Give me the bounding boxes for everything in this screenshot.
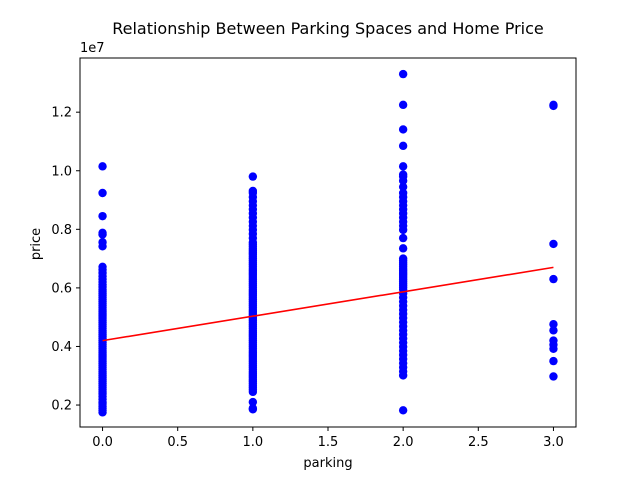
data-point <box>398 125 408 134</box>
y-tick-label: 1.0 <box>51 164 72 179</box>
data-point <box>398 188 408 198</box>
data-point <box>98 162 107 171</box>
data-point <box>549 356 558 366</box>
data-point <box>98 211 107 221</box>
data-point <box>398 170 408 179</box>
regression-line <box>102 266 554 342</box>
data-point <box>398 69 408 79</box>
data-point <box>98 238 107 247</box>
data-point <box>98 188 107 198</box>
data-point <box>398 162 408 171</box>
data-point <box>398 182 408 192</box>
data-point <box>398 254 408 263</box>
data-point <box>398 406 408 415</box>
x-tick-label: 2.5 <box>468 435 489 450</box>
x-axis-ticks: 0.0 0.5 1.0 1.5 2.0 2.5 3.0 <box>92 427 564 450</box>
x-tick-label: 0.0 <box>92 435 113 450</box>
data-point <box>248 172 258 181</box>
x-tick-label: 0.5 <box>167 435 188 450</box>
x-tick-label: 2.0 <box>393 435 414 450</box>
y-axis-ticks: 0.2 0.4 0.6 0.8 1.0 1.2 <box>51 106 80 414</box>
y-tick-label: 0.6 <box>51 281 72 296</box>
data-point <box>549 336 558 345</box>
plot-area <box>79 57 577 428</box>
data-point <box>549 274 558 284</box>
data-point <box>248 186 258 196</box>
data-point <box>248 404 258 413</box>
data-point <box>549 239 558 249</box>
x-tick-label: 1.0 <box>243 435 264 450</box>
data-point <box>398 141 408 151</box>
y-offset-label: 1e7 <box>80 41 105 56</box>
y-tick-label: 1.2 <box>51 106 72 121</box>
chart-title: Relationship Between Parking Spaces and … <box>112 19 544 38</box>
data-point <box>549 320 558 329</box>
x-tick-label: 1.5 <box>318 435 339 450</box>
data-point <box>98 228 107 238</box>
y-tick-label: 0.8 <box>51 223 72 238</box>
line-layer <box>102 266 554 342</box>
data-point <box>549 100 558 110</box>
data-point <box>549 326 558 335</box>
data-point <box>549 372 558 381</box>
x-axis-label: parking <box>303 456 352 471</box>
data-point <box>248 397 258 407</box>
x-tick-label: 3.0 <box>543 435 564 450</box>
data-point <box>398 244 408 253</box>
y-tick-label: 0.4 <box>51 340 72 355</box>
y-tick-label: 0.2 <box>51 399 72 414</box>
points-layer <box>98 69 558 417</box>
data-point <box>98 262 107 272</box>
data-point <box>398 233 408 243</box>
y-axis-label: price <box>29 228 44 260</box>
data-point <box>398 100 408 110</box>
